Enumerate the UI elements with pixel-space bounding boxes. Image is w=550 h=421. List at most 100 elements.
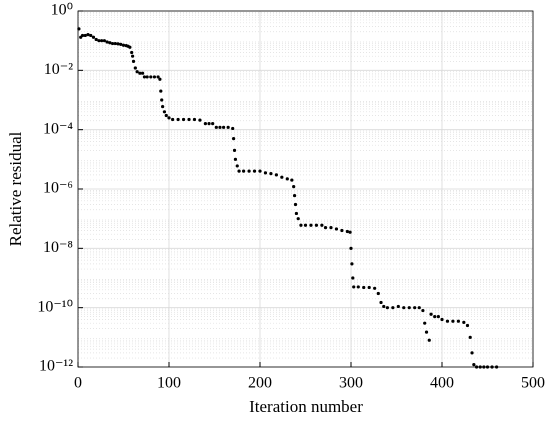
point [303, 223, 308, 227]
point [292, 185, 296, 189]
x-tick-label: 500 [521, 375, 545, 392]
point [222, 125, 226, 129]
y-tick-label: 10⁻⁶ [43, 180, 73, 197]
point [323, 225, 328, 230]
point [424, 330, 429, 334]
point [382, 304, 386, 309]
point [167, 116, 171, 120]
point [171, 117, 175, 122]
point [490, 365, 494, 369]
point [280, 175, 284, 179]
point [91, 35, 96, 39]
point [485, 365, 490, 369]
point [218, 125, 222, 129]
point [187, 117, 191, 122]
point [465, 323, 470, 328]
point [203, 122, 207, 126]
point [292, 193, 297, 198]
point [462, 320, 466, 324]
point [149, 75, 153, 79]
point [198, 118, 202, 122]
point [423, 321, 427, 325]
point [247, 169, 251, 173]
y-tick-label: 10⁻¹² [39, 358, 73, 375]
point [231, 126, 235, 131]
point [468, 335, 472, 339]
point [121, 43, 126, 47]
point [334, 227, 339, 231]
point [294, 211, 298, 216]
point [100, 39, 104, 43]
point [290, 178, 294, 182]
point [274, 173, 278, 177]
point [176, 117, 180, 122]
point [232, 136, 236, 141]
point [472, 363, 476, 367]
point [385, 306, 389, 310]
x-tick-label: 400 [430, 375, 454, 392]
point [102, 39, 106, 43]
point [159, 89, 163, 93]
point [258, 169, 262, 173]
point [269, 172, 273, 176]
point [160, 98, 164, 102]
point [263, 171, 268, 175]
point [133, 66, 137, 70]
point [141, 71, 145, 75]
point [156, 75, 160, 79]
point [192, 117, 197, 122]
point [214, 125, 218, 129]
point [436, 314, 440, 319]
point [135, 70, 139, 74]
point [158, 77, 162, 81]
point [77, 27, 81, 31]
point [83, 33, 87, 38]
point [97, 39, 101, 43]
point [119, 42, 123, 46]
point [116, 42, 120, 46]
point [181, 117, 186, 122]
y-tick-label: 10⁻² [44, 61, 73, 78]
point [376, 291, 380, 296]
point [235, 164, 239, 168]
point [482, 365, 486, 369]
point [252, 169, 257, 173]
point [242, 169, 246, 173]
point [413, 306, 417, 310]
point [396, 304, 400, 309]
point [113, 41, 117, 46]
point [314, 223, 319, 227]
point [402, 306, 406, 310]
y-tick-label: 10⁻¹⁰ [37, 298, 73, 315]
point [108, 41, 112, 45]
point [86, 33, 90, 37]
point [94, 37, 98, 42]
point [161, 104, 165, 109]
point [379, 300, 383, 305]
point [164, 113, 168, 118]
point [373, 286, 377, 290]
point [320, 223, 324, 227]
y-tick-label: 10⁰ [51, 2, 73, 19]
point [130, 50, 134, 55]
point [474, 365, 479, 369]
y-tick-label: 10⁻⁴ [43, 120, 73, 137]
point [351, 276, 355, 280]
point [417, 306, 421, 310]
point [80, 33, 85, 38]
point [362, 285, 366, 290]
point [340, 228, 344, 233]
point [226, 125, 230, 129]
point [329, 225, 333, 230]
point [285, 177, 289, 181]
x-tick-label: 0 [74, 375, 82, 392]
point [445, 319, 450, 323]
point [367, 285, 371, 290]
point [293, 202, 298, 207]
point [427, 338, 431, 342]
plot-frame [77, 10, 534, 368]
point [349, 246, 353, 250]
point [110, 41, 115, 46]
point [352, 285, 356, 289]
